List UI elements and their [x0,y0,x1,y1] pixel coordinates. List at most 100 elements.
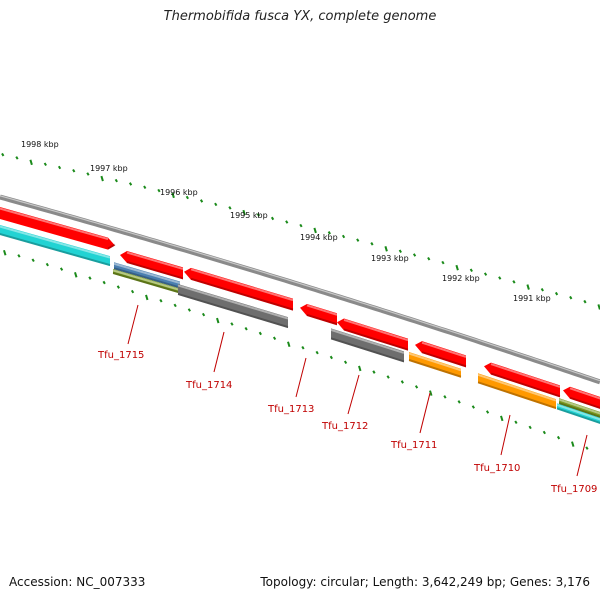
leader-line [419,392,431,434]
minor-tick [199,199,204,203]
minor-tick [173,303,177,308]
gene-feature[interactable] [477,373,557,410]
minor-tick [15,156,19,160]
minor-tick [441,260,445,265]
minor-tick [427,257,431,261]
minor-tick [301,346,305,350]
gene-feature[interactable] [330,328,405,363]
minor-tick [343,360,348,365]
gene-feature[interactable] [415,341,467,368]
feature-highlight [112,269,179,291]
major-tick [455,264,459,271]
map-title: Thermobifida fusca YX, complete genome [163,9,437,24]
minor-tick [43,162,47,167]
feature-highlight [421,341,467,358]
minor-tick [102,280,106,285]
feature-highlight [330,328,405,354]
backbone-highlight [0,195,600,382]
gene-feature[interactable] [0,224,111,267]
feature-highlight [343,319,409,342]
feature-highlight [0,207,109,241]
feature-shade [107,243,116,250]
major-tick [313,227,317,234]
minor-tick [228,206,232,210]
scale-label: 1994 kbp [300,233,338,242]
gene-feature[interactable] [300,303,338,326]
gene-feature[interactable] [484,362,561,398]
feature-body [478,373,556,410]
gene-feature[interactable] [408,351,462,378]
gene-label-tfu_1710: Tfu_1710 [473,463,520,474]
accession-text: Accession: NC_007333 [9,575,146,589]
feature-shade [177,292,289,329]
minor-tick [512,280,516,284]
major-tick [526,284,530,290]
minor-tick [327,231,331,235]
major-tick [74,272,78,278]
gene-feature[interactable] [0,206,116,250]
minor-tick [59,267,64,271]
minor-tick [370,242,374,246]
minor-tick [45,262,49,267]
minor-tick [569,295,573,300]
feature-shade [0,232,111,267]
major-tick [384,245,388,252]
feature-highlight [306,304,338,316]
minor-tick [272,336,277,340]
minor-tick [398,249,402,254]
scale-label: 1998 kbp [21,140,59,149]
leader-line [347,374,360,415]
gene-feature[interactable] [558,398,600,420]
minor-tick [299,223,303,228]
feature-tracks[interactable] [0,206,600,426]
minor-tick [116,285,120,289]
gene-label-tfu_1713: Tfu_1713 [267,404,314,415]
feature-shade [408,359,462,378]
feature-highlight [558,398,600,415]
minor-tick [256,213,260,217]
minor-tick [1,152,5,157]
minor-tick [542,430,546,435]
gene-feature[interactable] [120,251,184,280]
feature-body [0,225,110,267]
feature-highlight [569,387,600,400]
minor-tick [372,370,376,374]
major-tick [29,159,33,166]
gene-label-tfu_1709: Tfu_1709 [550,484,597,495]
feature-shade [569,396,600,409]
feature-shade [330,337,405,363]
feature-body [563,386,600,409]
gene-feature[interactable] [177,283,289,329]
gene-label-tfu_1712: Tfu_1712 [321,421,368,432]
gene-labels: Tfu_1715 Tfu_1714 Tfu_1713 Tfu_1712 Tfu_1711… [97,304,597,495]
leader-line [500,414,511,456]
major-tick [358,365,362,372]
feature-shade [190,277,294,311]
gene-feature[interactable] [112,268,179,293]
feature-highlight [126,251,184,270]
scale-label: 1993 kbp [371,254,409,263]
scale-labels: 1998 kbp 1997 kbp 1996 kbp 1995 kbp 1994 kbp… [21,140,551,303]
minor-tick [143,185,147,190]
gene-feature[interactable] [337,318,409,351]
minor-tick [285,220,289,224]
feature-shade [477,381,557,410]
gene-feature[interactable] [556,403,600,425]
gene-feature[interactable] [563,386,600,411]
minor-tick [185,195,189,200]
feature-body [0,207,115,250]
gene-label-tfu_1714: Tfu_1714 [185,380,232,391]
minor-tick [356,238,360,242]
minor-tick [17,254,21,258]
major-tick [100,175,104,182]
leader-line [127,304,139,345]
minor-tick [540,287,544,292]
gene-feature[interactable] [184,267,294,311]
gene-feature[interactable] [113,262,181,289]
minor-tick [514,420,518,424]
scale-label: 1991 kbp [513,294,551,303]
major-tick [171,192,175,199]
major-tick [216,317,220,324]
minor-tick [469,268,473,273]
